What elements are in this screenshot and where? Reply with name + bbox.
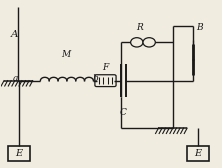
FancyBboxPatch shape <box>95 75 116 87</box>
FancyBboxPatch shape <box>8 146 30 161</box>
Text: E: E <box>15 149 22 158</box>
Circle shape <box>131 38 143 47</box>
Text: F: F <box>102 63 109 72</box>
Text: b: b <box>93 74 98 83</box>
Text: E: E <box>194 149 202 158</box>
Text: a: a <box>12 74 18 83</box>
FancyBboxPatch shape <box>187 146 209 161</box>
Text: R: R <box>136 23 143 32</box>
Text: A: A <box>11 30 19 38</box>
Text: B: B <box>196 23 202 32</box>
Text: C: C <box>120 108 127 117</box>
Text: M: M <box>61 50 70 58</box>
Circle shape <box>143 38 155 47</box>
